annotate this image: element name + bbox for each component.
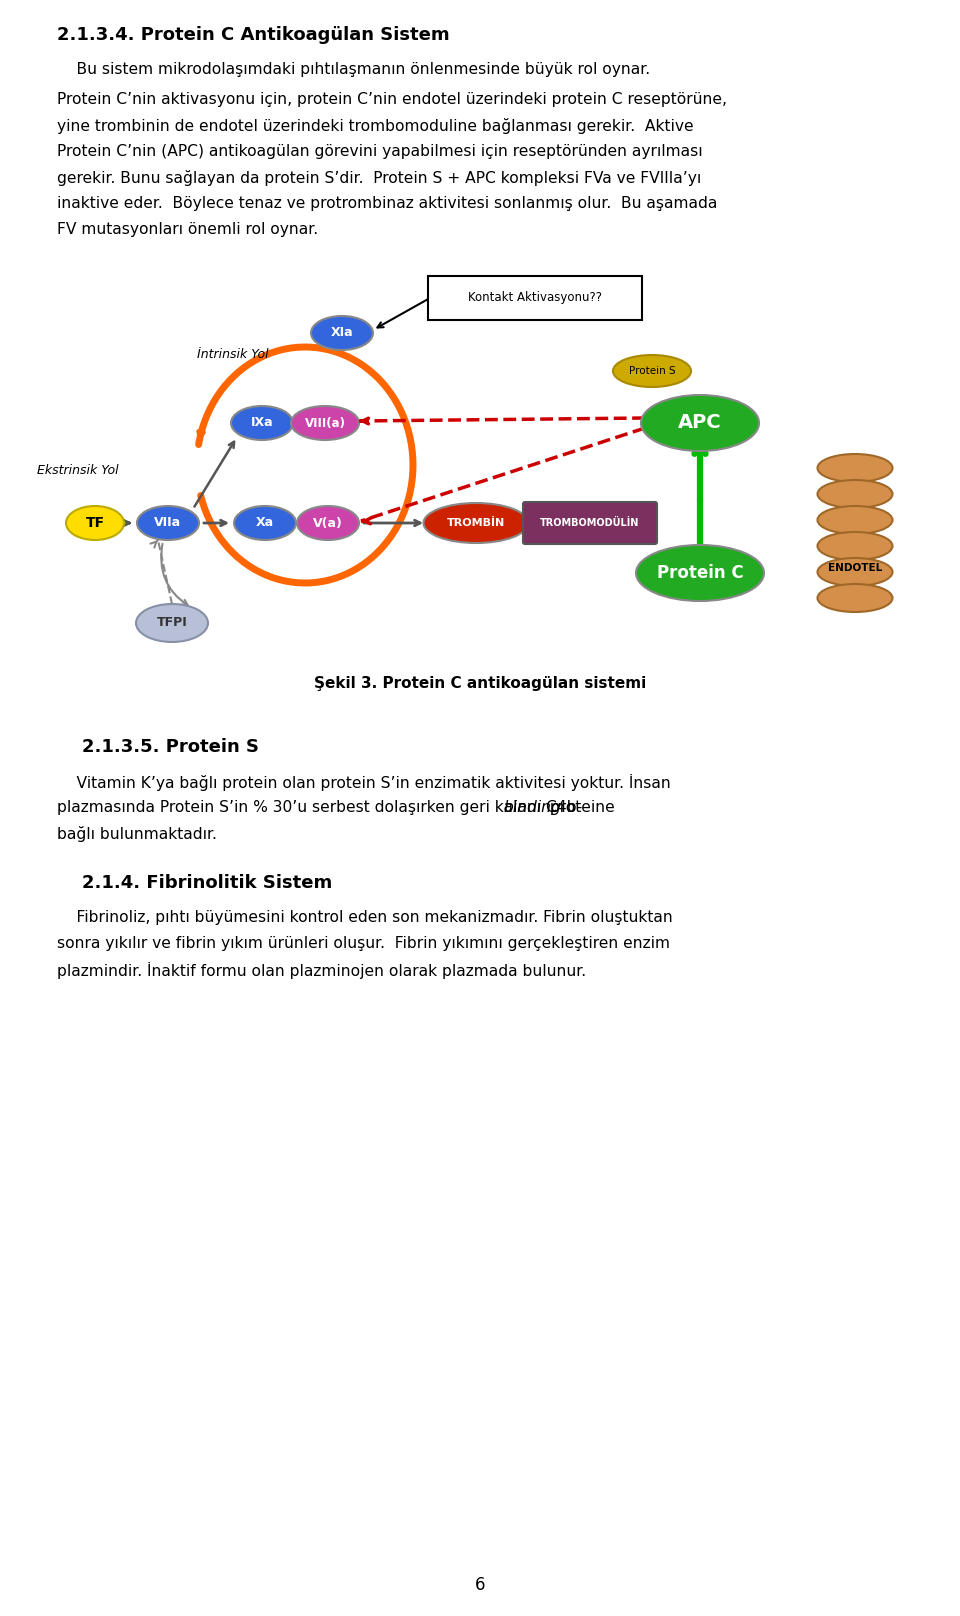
Ellipse shape	[613, 356, 691, 386]
Ellipse shape	[231, 406, 293, 440]
Text: yine trombinin de endotel üzerindeki trombomoduline bağlanması gerekir.  Aktive: yine trombinin de endotel üzerindeki tro…	[57, 118, 694, 134]
Text: Protein C’nin (APC) antikoagülan görevini yapabilmesi için reseptöründen ayrılma: Protein C’nin (APC) antikoagülan görevin…	[57, 144, 703, 158]
Text: V(a): V(a)	[313, 517, 343, 530]
Text: Kontakt Aktivasyonu??: Kontakt Aktivasyonu??	[468, 291, 602, 304]
Ellipse shape	[297, 506, 359, 540]
Text: TF: TF	[85, 516, 105, 530]
Ellipse shape	[818, 532, 893, 561]
Text: XIa: XIa	[330, 326, 353, 339]
Text: plazmasında Protein S’in % 30’u serbest dolaşırken geri kalanı C4b-: plazmasında Protein S’in % 30’u serbest …	[57, 800, 583, 814]
Text: proteine: proteine	[545, 800, 615, 814]
Ellipse shape	[234, 506, 296, 540]
Text: Xa: Xa	[256, 517, 274, 530]
Text: İntrinsik Yol: İntrinsik Yol	[197, 349, 269, 362]
Text: Protein C: Protein C	[657, 564, 743, 582]
Text: TROMBOMODÜLİN: TROMBOMODÜLİN	[540, 519, 639, 528]
Text: Protein C’nin aktivasyonu için, protein C’nin endotel üzerindeki protein C resep: Protein C’nin aktivasyonu için, protein …	[57, 92, 727, 107]
Text: 2.1.3.5. Protein S: 2.1.3.5. Protein S	[82, 739, 259, 756]
Text: sonra yıkılır ve fibrin yıkım ürünleri oluşur.  Fibrin yıkımını gerçekleştiren e: sonra yıkılır ve fibrin yıkım ürünleri o…	[57, 936, 670, 950]
Ellipse shape	[818, 558, 893, 587]
Text: APC: APC	[678, 414, 722, 433]
Ellipse shape	[137, 506, 199, 540]
Ellipse shape	[636, 545, 764, 601]
Text: Fibrinoliz, pıhtı büyümesini kontrol eden son mekanizmadır. Fibrin oluştuktan: Fibrinoliz, pıhtı büyümesini kontrol ede…	[57, 910, 673, 924]
Text: Bu sistem mikrodolaşımdaki pıhtılaşmanın önlenmesinde büyük rol oynar.: Bu sistem mikrodolaşımdaki pıhtılaşmanın…	[57, 61, 650, 78]
Text: VIIa: VIIa	[155, 517, 181, 530]
Text: Vitamin K’ya bağlı protein olan protein S’in enzimatik aktivitesi yoktur. İnsan: Vitamin K’ya bağlı protein olan protein …	[57, 774, 671, 790]
Ellipse shape	[641, 394, 759, 451]
Text: ENDOTEL: ENDOTEL	[828, 562, 882, 574]
Ellipse shape	[136, 604, 208, 642]
Ellipse shape	[818, 583, 893, 612]
Ellipse shape	[291, 406, 359, 440]
Text: gerekir. Bunu sağlayan da protein S’dir.  Protein S + APC kompleksi FVa ve FVIII: gerekir. Bunu sağlayan da protein S’dir.…	[57, 170, 701, 186]
Ellipse shape	[818, 506, 893, 533]
Ellipse shape	[818, 480, 893, 507]
Ellipse shape	[423, 503, 529, 543]
Text: IXa: IXa	[251, 417, 274, 430]
Ellipse shape	[66, 506, 124, 540]
Text: inaktive eder.  Böylece tenaz ve protrombinaz aktivitesi sonlanmış olur.  Bu aşa: inaktive eder. Böylece tenaz ve protromb…	[57, 196, 717, 212]
Text: Protein S: Protein S	[629, 365, 675, 377]
Text: plazmindir. İnaktif formu olan plazminojen olarak plazmada bulunur.: plazmindir. İnaktif formu olan plazminoj…	[57, 962, 587, 979]
Text: Şekil 3. Protein C antikoagülan sistemi: Şekil 3. Protein C antikoagülan sistemi	[314, 675, 646, 692]
FancyBboxPatch shape	[523, 503, 657, 545]
Text: FV mutasyonları önemli rol oynar.: FV mutasyonları önemli rol oynar.	[57, 221, 318, 238]
Text: bağlı bulunmaktadır.: bağlı bulunmaktadır.	[57, 826, 217, 842]
FancyBboxPatch shape	[428, 276, 642, 320]
Text: VIII(a): VIII(a)	[304, 417, 346, 430]
Ellipse shape	[818, 454, 893, 482]
Text: 2.1.3.4. Protein C Antikoagülan Sistem: 2.1.3.4. Protein C Antikoagülan Sistem	[57, 26, 449, 44]
Text: 2.1.4. Fibrinolitik Sistem: 2.1.4. Fibrinolitik Sistem	[82, 874, 332, 892]
Text: binding: binding	[503, 800, 562, 814]
Ellipse shape	[311, 317, 373, 351]
Text: TROMBİN: TROMBİN	[446, 519, 505, 528]
Text: TFPI: TFPI	[156, 616, 187, 630]
Text: 6: 6	[475, 1576, 485, 1593]
Text: Ekstrinsik Yol: Ekstrinsik Yol	[37, 464, 119, 477]
